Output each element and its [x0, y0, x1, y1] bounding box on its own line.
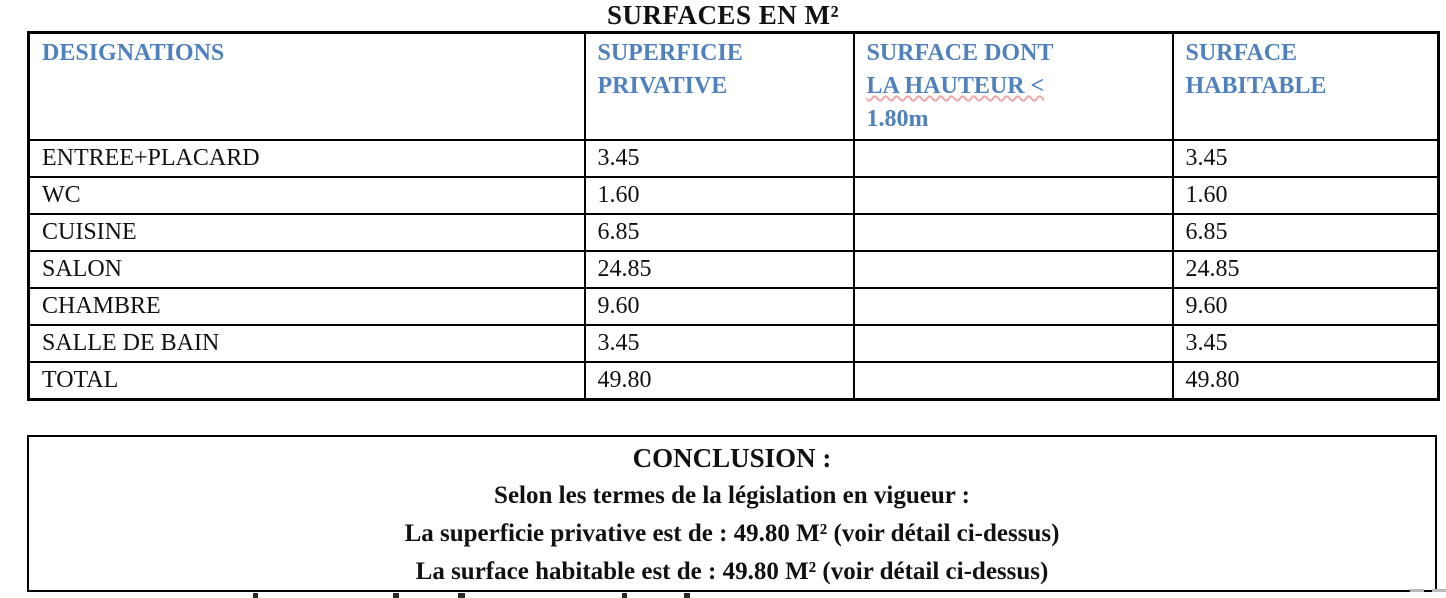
cell-surface-habitable: 3.45 [1171, 324, 1440, 363]
header-line: 1.80m [866, 106, 929, 132]
cell-designation: SALLE DE BAIN [27, 324, 586, 363]
cell-surface-hauteur [852, 139, 1174, 178]
cell-designation: SALON [27, 250, 586, 289]
header-line: HABITABLE [1185, 73, 1327, 99]
table-row-entree-placard: ENTREE+PLACARD 3.45 3.45 [27, 139, 1440, 178]
conclusion-box: CONCLUSION : Selon les termes de la légi… [27, 435, 1437, 592]
header-line: SURFACE DONT [866, 40, 1054, 66]
remnant-mark [1410, 589, 1424, 592]
header-line-spellcheck: LA HAUTEUR < [866, 73, 1045, 99]
cell-surface-habitable: 3.45 [1171, 139, 1440, 178]
column-header-surface-habitable: SURFACE HABITABLE [1171, 31, 1440, 141]
header-line: DESIGNATIONS [42, 40, 225, 66]
cell-surface-hauteur [852, 324, 1174, 363]
header-line: SUPERFICIE [597, 40, 743, 66]
table-row-salle-de-bain: SALLE DE BAIN 3.45 3.45 [27, 324, 1440, 363]
header-line: SURFACE [1185, 40, 1298, 66]
header-row: DESIGNATIONS SUPERFICIE PRIVATIVE SURFAC… [27, 31, 1440, 141]
cell-surface-hauteur [852, 213, 1174, 252]
cell-designation: CHAMBRE [27, 287, 586, 326]
cell-superficie-privative: 24.85 [583, 250, 855, 289]
cell-surface-hauteur [852, 361, 1174, 401]
column-header-surface-hauteur: SURFACE DONT LA HAUTEUR < 1.80m [852, 31, 1174, 141]
cell-surface-habitable: 24.85 [1171, 250, 1440, 289]
conclusion-heading: CONCLUSION : [632, 443, 832, 473]
cell-surface-hauteur [852, 250, 1174, 289]
cell-designation: WC [27, 176, 586, 215]
cell-superficie-privative: 3.45 [583, 324, 855, 363]
cell-superficie-privative: 1.60 [583, 176, 855, 215]
cell-designation: ENTREE+PLACARD [27, 139, 586, 178]
conclusion-line-superficie-privative: La superficie privative est de : 49.80 M… [404, 520, 1060, 547]
cell-surface-habitable: 1.60 [1171, 176, 1440, 215]
remnant-mark [622, 593, 627, 598]
table-row-chambre: CHAMBRE 9.60 9.60 [27, 287, 1440, 326]
remnant-mark [684, 593, 690, 598]
cell-superficie-privative: 3.45 [583, 139, 855, 178]
surfaces-table: DESIGNATIONS SUPERFICIE PRIVATIVE SURFAC… [27, 31, 1440, 401]
cell-superficie-privative: 49.80 [583, 361, 855, 401]
cell-superficie-privative: 9.60 [583, 287, 855, 326]
table-row-cuisine: CUISINE 6.85 6.85 [27, 213, 1440, 252]
cell-surface-hauteur [852, 287, 1174, 326]
conclusion-line-surface-habitable: La surface habitable est de : 49.80 M² (… [415, 558, 1049, 585]
cell-designation: TOTAL [27, 361, 586, 401]
cell-surface-hauteur [852, 176, 1174, 215]
table-row-salon: SALON 24.85 24.85 [27, 250, 1440, 289]
header-line: PRIVATIVE [597, 73, 728, 99]
cell-superficie-privative: 6.85 [583, 213, 855, 252]
remnant-mark [1432, 589, 1446, 592]
table-row-total: TOTAL 49.80 49.80 [27, 361, 1440, 401]
page-title: SURFACES EN M² [606, 0, 840, 30]
cell-designation: CUISINE [27, 213, 586, 252]
remnant-mark [458, 593, 465, 598]
cell-surface-habitable: 9.60 [1171, 287, 1440, 326]
remnant-mark [393, 593, 399, 598]
cell-surface-habitable: 49.80 [1171, 361, 1440, 401]
conclusion-line-legislation: Selon les termes de la législation en vi… [494, 482, 970, 509]
table-row-wc: WC 1.60 1.60 [27, 176, 1440, 215]
remnant-mark [253, 593, 258, 598]
column-header-designations: DESIGNATIONS [27, 31, 586, 141]
column-header-superficie-privative: SUPERFICIE PRIVATIVE [583, 31, 855, 141]
cell-surface-habitable: 6.85 [1171, 213, 1440, 252]
